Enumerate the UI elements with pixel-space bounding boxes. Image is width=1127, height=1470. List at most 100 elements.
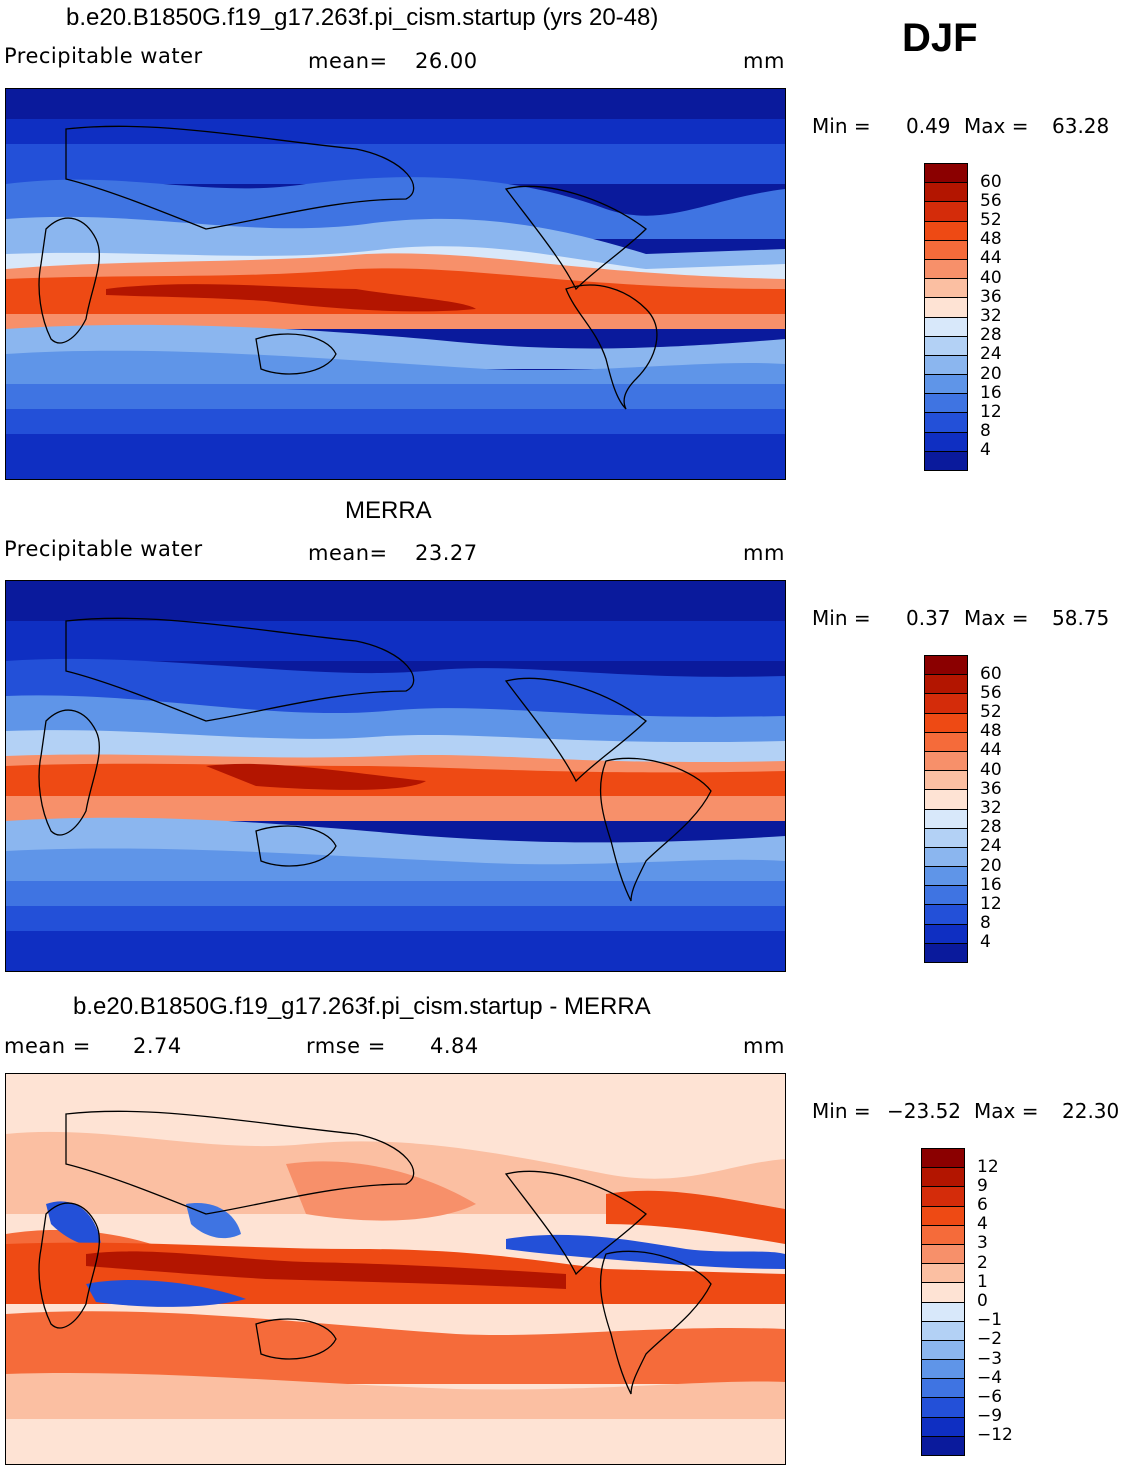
colorbar-boundary	[924, 470, 968, 471]
colorbar-tick-label: 56	[980, 190, 1002, 211]
colorbar-boundary	[924, 924, 968, 925]
panel1-map	[5, 88, 786, 480]
colorbar-tick-label: 60	[980, 171, 1002, 192]
colorbar-boundary	[924, 655, 968, 656]
coast-australia	[255, 1318, 337, 1360]
diff-s1	[6, 1311, 785, 1384]
colorbar-tick-label: 44	[980, 740, 1002, 761]
colorbar-boundary	[924, 374, 968, 375]
band-eq3	[106, 284, 476, 312]
colorbar-tick-label: −1	[977, 1310, 1003, 1331]
colorbar-boundary	[924, 809, 968, 810]
panel3-map-svg	[6, 1074, 785, 1464]
panel3-mean-value: 2.74	[133, 1034, 182, 1058]
band-eq2	[6, 268, 785, 314]
colorbar-swatch	[921, 1263, 965, 1283]
coast-eurasia	[65, 617, 415, 722]
coast-africa	[38, 709, 100, 836]
colorbar-boundary	[921, 1282, 965, 1283]
colorbar-swatch	[924, 866, 968, 886]
colorbar-tick-label: 60	[980, 663, 1002, 684]
colorbar-tick-label: 24	[980, 344, 1002, 365]
colorbar-boundary	[924, 713, 968, 714]
colorbar-boundary	[924, 297, 968, 298]
colorbar-swatch	[924, 655, 968, 675]
colorbar-boundary	[921, 1455, 965, 1456]
colorbar-swatch	[924, 770, 968, 790]
colorbar-swatch	[924, 374, 968, 394]
colorbar-boundary	[924, 962, 968, 963]
colorbar-boundary	[921, 1225, 965, 1226]
coastlines	[38, 1110, 712, 1395]
colorbar-tick-label: 40	[980, 759, 1002, 780]
panel2-min-value: 0.37	[906, 606, 951, 630]
colorbar-boundary	[921, 1244, 965, 1245]
colorbar-swatch	[924, 239, 968, 260]
colorbar-swatch	[924, 923, 968, 944]
panel1-mean-value: 26.00	[415, 49, 478, 73]
panel2-colorbar: 60 56 52 48 44 40 36 32 28 24 20 16 12 8 4	[924, 655, 1024, 963]
panel1-variable-label: Precipitable water	[4, 44, 203, 68]
colorbar-tick-label: 36	[980, 286, 1002, 307]
colorbar-swatch	[924, 182, 968, 202]
colorbar-swatch	[924, 278, 968, 298]
colorbar-swatch	[921, 1416, 965, 1437]
colorbar-swatch	[924, 789, 968, 809]
coast-namerica	[504, 677, 647, 783]
colorbar-tick-label: 20	[980, 855, 1002, 876]
panel2-mean-value: 23.27	[415, 541, 478, 565]
colorbar-boundary	[924, 451, 968, 452]
colorbar-boundary	[924, 943, 968, 944]
colorbar-boundary	[924, 770, 968, 771]
colorbar-swatch	[924, 808, 968, 829]
coast-samerica	[599, 757, 712, 902]
colorbar-tick-label: 4	[980, 932, 991, 953]
colorbar-tick-label: −4	[977, 1367, 1003, 1388]
diff-arabia	[46, 1201, 101, 1246]
colorbar-swatch	[924, 297, 968, 317]
panel2-units: mm	[743, 541, 785, 565]
colorbar-boundary	[921, 1186, 965, 1187]
panel2-mean-label: mean=	[308, 541, 388, 565]
colorbar-swatch	[924, 431, 968, 452]
panel3-rmse-value: 4.84	[430, 1034, 479, 1058]
panel3-max-label: Max =	[974, 1099, 1039, 1123]
colorbar-boundary	[921, 1359, 965, 1360]
colorbar-boundary	[924, 412, 968, 413]
panel2-max-value: 58.75	[1052, 606, 1110, 630]
colorbar-swatch	[921, 1339, 965, 1360]
colorbar-tick-label: 36	[980, 778, 1002, 799]
colorbar-boundary	[924, 182, 968, 183]
panel1-title: b.e20.B1850G.f19_g17.263f.pi_cism.startu…	[66, 4, 659, 31]
colorbar-swatch	[921, 1301, 965, 1322]
colorbar-swatch	[924, 258, 968, 279]
coast-africa	[38, 1202, 100, 1329]
panel3-map	[5, 1073, 786, 1465]
colorbar-tick-label: 16	[980, 874, 1002, 895]
colorbar-swatch	[924, 693, 968, 714]
diff-s2	[6, 1372, 785, 1419]
colorbar-swatch	[924, 674, 968, 694]
panel2-map	[5, 580, 786, 972]
colorbar-swatch	[921, 1148, 965, 1168]
colorbar-tick-label: 24	[980, 836, 1002, 857]
panel3-rmse-label: rmse =	[306, 1034, 386, 1058]
colorbar-swatch	[924, 942, 968, 963]
panel1-min-value: 0.49	[906, 114, 951, 138]
colorbar-swatch	[924, 450, 968, 471]
colorbar-boundary	[924, 693, 968, 694]
colorbar-boundary	[921, 1263, 965, 1264]
colorbar-tick-label: −12	[977, 1425, 1013, 1446]
colorbar-boundary	[924, 904, 968, 905]
panel2-min-label: Min =	[812, 606, 871, 630]
panel1-max-label: Max =	[964, 114, 1029, 138]
colorbar-swatch	[924, 393, 968, 413]
colorbar-boundary	[924, 163, 968, 164]
colorbar-tick-label: 0	[977, 1291, 988, 1311]
colorbar-tick-label: 2	[977, 1252, 988, 1273]
colorbar-boundary	[924, 259, 968, 260]
colorbar-tick-label: 28	[980, 325, 1002, 346]
panel3-title: b.e20.B1850G.f19_g17.263f.pi_cism.startu…	[73, 993, 651, 1020]
colorbar-tick-label: 9	[977, 1175, 988, 1196]
colorbar-boundary	[924, 674, 968, 675]
